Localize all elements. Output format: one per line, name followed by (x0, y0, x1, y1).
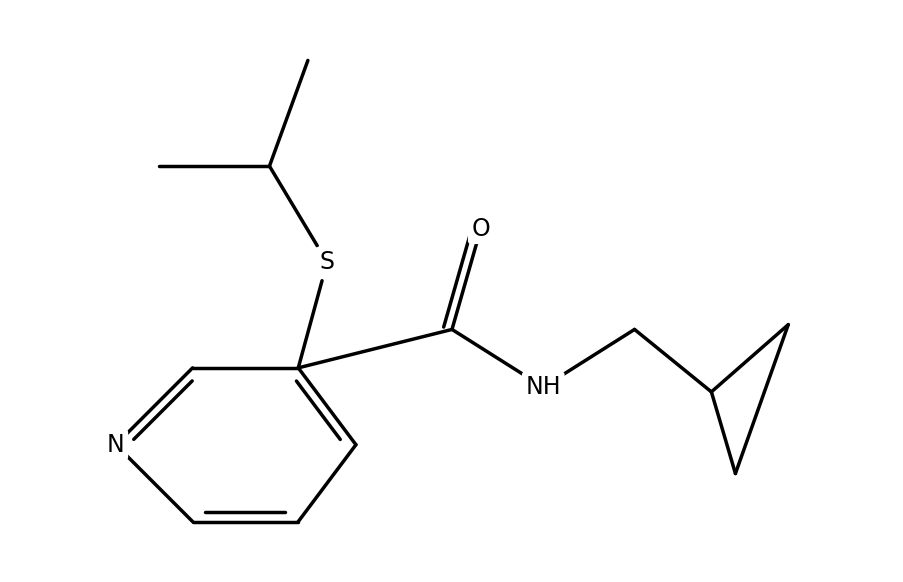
Text: S: S (320, 250, 334, 274)
Text: N: N (107, 433, 125, 457)
Text: O: O (471, 217, 489, 240)
Text: NH: NH (525, 375, 561, 399)
